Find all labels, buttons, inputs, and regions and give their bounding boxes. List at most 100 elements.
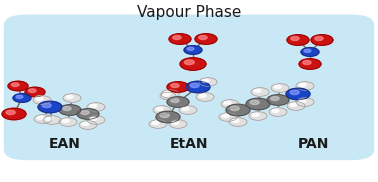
Circle shape [8,81,28,91]
Circle shape [46,117,53,120]
Circle shape [167,97,189,107]
Circle shape [296,98,314,106]
Circle shape [190,83,199,88]
Circle shape [79,121,97,129]
Circle shape [156,107,163,110]
Circle shape [167,82,189,92]
Circle shape [290,103,297,106]
Circle shape [59,105,81,115]
Circle shape [269,108,287,116]
Circle shape [301,48,319,56]
Circle shape [186,81,210,93]
Circle shape [196,93,214,101]
Circle shape [184,60,194,65]
Circle shape [199,94,206,97]
Circle shape [62,119,69,122]
Circle shape [38,101,62,113]
Circle shape [254,89,261,92]
Circle shape [173,35,181,39]
Circle shape [230,106,239,111]
Circle shape [34,115,52,123]
Circle shape [160,92,176,100]
Circle shape [250,100,259,105]
Circle shape [252,113,259,116]
Circle shape [152,121,159,124]
Circle shape [287,102,305,110]
Circle shape [153,106,171,114]
Circle shape [42,103,51,108]
Circle shape [149,120,167,128]
Circle shape [311,35,333,45]
Circle shape [90,104,97,107]
Circle shape [222,114,229,117]
Circle shape [25,87,45,97]
Circle shape [37,116,44,119]
Circle shape [221,100,239,108]
Circle shape [304,49,311,52]
Circle shape [63,94,81,102]
Circle shape [232,119,239,122]
Text: Vapour Phase: Vapour Phase [137,5,241,20]
Circle shape [290,90,299,95]
Circle shape [43,116,61,124]
Circle shape [179,106,197,114]
Circle shape [2,108,26,120]
Circle shape [180,58,206,70]
Circle shape [271,84,289,92]
Circle shape [164,91,171,94]
Circle shape [229,118,247,126]
Circle shape [303,60,311,65]
Circle shape [82,122,89,125]
Circle shape [202,79,209,82]
Circle shape [36,97,43,100]
Circle shape [90,117,97,120]
Circle shape [199,78,217,86]
Circle shape [291,37,299,41]
Circle shape [59,118,77,126]
Circle shape [87,116,105,124]
Text: PAN: PAN [298,137,330,151]
Circle shape [246,98,270,110]
Circle shape [172,121,179,124]
Circle shape [13,94,31,102]
Circle shape [77,109,99,119]
Circle shape [299,59,321,69]
Circle shape [272,109,279,112]
Circle shape [182,107,189,110]
Circle shape [171,98,179,102]
Circle shape [195,34,217,44]
Text: EtAN: EtAN [170,137,208,151]
Circle shape [286,88,310,100]
Circle shape [299,99,306,102]
Circle shape [315,37,323,41]
Circle shape [274,85,281,88]
Circle shape [161,90,179,98]
Circle shape [226,104,250,116]
Circle shape [6,110,15,115]
Circle shape [169,34,191,44]
Circle shape [249,112,267,120]
Circle shape [187,47,194,50]
Circle shape [219,113,237,121]
Circle shape [267,95,289,105]
Circle shape [296,82,314,90]
Text: EAN: EAN [48,137,80,151]
Circle shape [81,110,89,114]
Circle shape [63,106,71,110]
Circle shape [11,83,19,86]
Circle shape [299,83,306,86]
Circle shape [224,101,231,104]
Circle shape [33,96,51,104]
Circle shape [184,46,202,54]
FancyBboxPatch shape [4,15,374,160]
Circle shape [251,88,269,96]
Circle shape [199,35,207,39]
Circle shape [16,95,23,98]
Circle shape [160,113,169,118]
Circle shape [28,89,36,92]
Circle shape [66,95,73,98]
Circle shape [156,111,180,123]
Circle shape [287,35,309,45]
Circle shape [163,94,169,96]
Circle shape [171,84,179,88]
